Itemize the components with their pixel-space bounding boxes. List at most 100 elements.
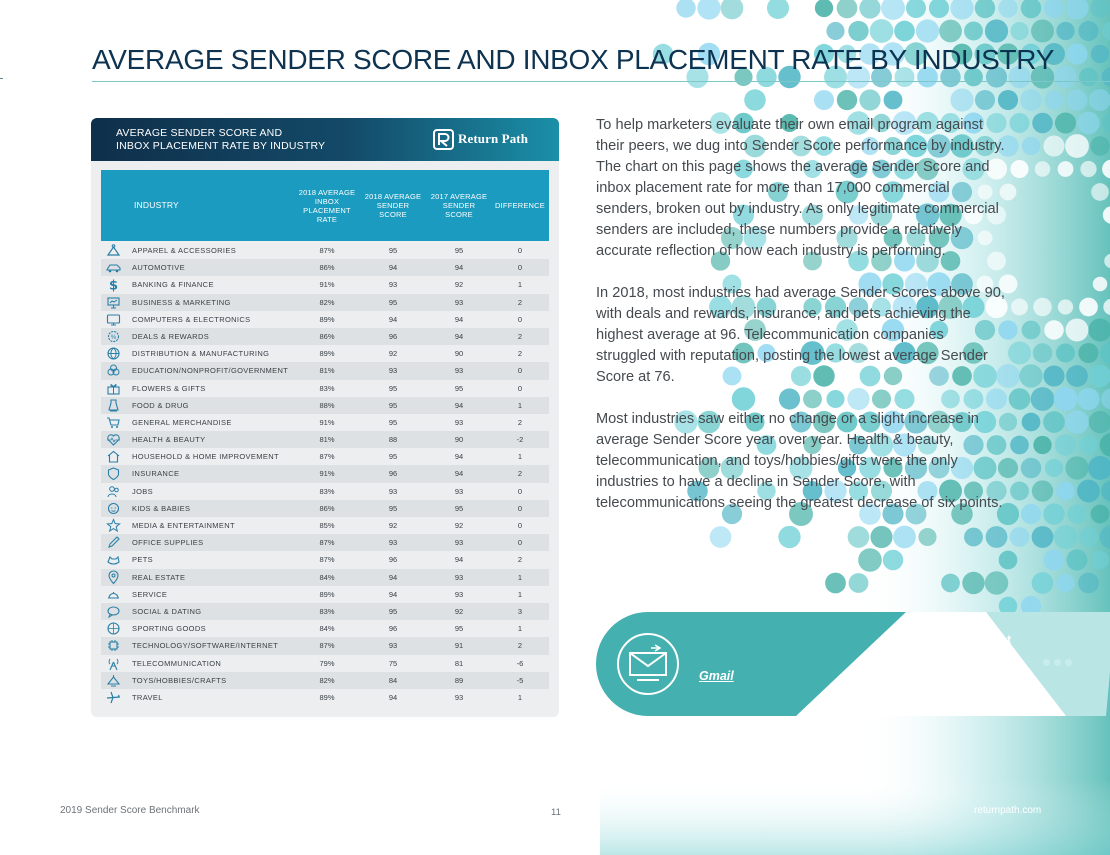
- sender-score-2017-cell: 92: [454, 280, 464, 290]
- inbox-placement-cell: 81%: [319, 366, 335, 376]
- background-dot: [813, 89, 835, 111]
- background-dot: [846, 65, 871, 89]
- background-dot: [1088, 318, 1110, 342]
- svg-text:%: %: [111, 335, 117, 341]
- background-dot: [1019, 364, 1043, 388]
- inbox-placement-cell: 91%: [319, 417, 335, 427]
- difference-cell: 1: [517, 572, 523, 582]
- difference-cell: -5: [516, 675, 524, 685]
- background-dot: [757, 343, 776, 363]
- sender-score-2017-cell: 92: [454, 521, 464, 530]
- background-dot: [951, 411, 973, 433]
- card-title-line-2: INBOX PLACEMENT RATE BY INDUSTRY: [116, 140, 326, 152]
- background-dot: [802, 481, 823, 501]
- footer-website-link[interactable]: returnpath.com: [974, 805, 1042, 816]
- background-dot: [883, 458, 903, 478]
- table-row: TELECOMMUNICATION 79% 75 81 -6: [101, 655, 549, 672]
- background-dot: [1065, 0, 1089, 20]
- background-dot: [872, 297, 891, 317]
- sender-score-2018-cell: 95: [388, 452, 398, 462]
- background-dot: [964, 481, 983, 501]
- background-dot: [893, 250, 916, 272]
- background-dot: [881, 318, 905, 342]
- background-dot: [939, 19, 962, 43]
- background-dot: [1091, 183, 1109, 201]
- table-row: MEDIA & ENTERTAINMENT 85% 92 92 0: [101, 517, 549, 534]
- background-dot: [1065, 410, 1089, 434]
- body-text: To help marketers evaluate their own ema…: [596, 115, 1006, 535]
- background-dot: [906, 228, 926, 248]
- background-dot: [1088, 410, 1110, 434]
- background-dot: [676, 0, 696, 18]
- gift-icon: [106, 381, 121, 396]
- background-dot: [849, 435, 868, 455]
- paragraph-year-over-year: Most industries saw either no change or …: [596, 411, 1003, 511]
- background-dot: [731, 387, 756, 411]
- background-dot: [985, 295, 1008, 319]
- background-dot: [962, 112, 985, 134]
- inbox-placement-cell: 86%: [319, 503, 335, 513]
- background-dot: [998, 274, 1018, 294]
- background-dot: [1032, 343, 1053, 363]
- difference-cell: -6: [516, 658, 524, 668]
- column-header-2017-sender-score: 2017 AVERAGE SENDER SCORE: [430, 192, 488, 219]
- background-dot: [870, 204, 893, 226]
- chat-bubble-icon: [106, 604, 121, 619]
- sender-score-2017-cell: 90: [454, 349, 464, 359]
- background-dot: [870, 525, 893, 549]
- background-dot: [825, 343, 846, 363]
- industry-table-card: AVERAGE SENDER SCORE AND INBOX PLACEMENT…: [91, 118, 559, 717]
- background-dot: [836, 89, 858, 111]
- footer-report-title: 2019 Sender Score Benchmark: [60, 805, 200, 816]
- table-body: APPAREL & ACCESSORIES 87% 95 95 0 AUTOMOTIVE 8…: [101, 242, 549, 706]
- difference-cell: 2: [517, 555, 523, 565]
- background-dot: [1077, 387, 1100, 411]
- background-dot: [686, 65, 709, 89]
- more-dots-icon[interactable]: [1043, 659, 1077, 669]
- background-dot: [941, 389, 960, 409]
- chip-icon: [106, 638, 121, 653]
- sender-score-2017-cell: 91: [454, 641, 464, 651]
- promo-banner-link[interactable]: Gmail: [699, 669, 734, 683]
- background-dot: [962, 157, 985, 181]
- sender-score-2018-cell: 92: [388, 521, 398, 530]
- background-dot: [826, 389, 845, 409]
- industry-name-cell: TELECOMMUNICATION: [132, 658, 222, 668]
- background-dot: [973, 364, 997, 388]
- background-dot: [731, 295, 756, 319]
- background-dot: [674, 410, 698, 434]
- background-dot: [1031, 480, 1054, 502]
- background-dot: [1078, 572, 1099, 594]
- background-dot: [1090, 504, 1110, 524]
- background-dot: [722, 274, 742, 294]
- table-row: BUSINESS & MARKETING 82% 95 93 2: [101, 293, 549, 311]
- industry-name-cell: KIDS & BABIES: [132, 503, 191, 513]
- background-dot: [778, 388, 801, 410]
- background-dot: [927, 134, 951, 158]
- industry-name-cell: EDUCATION/NONPROFIT/GOVERNMENT: [132, 366, 289, 376]
- industry-name-cell: REAL ESTATE: [132, 572, 186, 582]
- inbox-placement-cell: 86%: [319, 331, 335, 341]
- industry-name-cell: GENERAL MERCHANDISE: [132, 417, 232, 427]
- background-dot: [916, 341, 939, 365]
- background-dot: [1053, 525, 1078, 549]
- promo-banner[interactable]: [596, 612, 1110, 716]
- table-row: OFFICE SUPPLIES 87% 93 93 0: [101, 534, 549, 552]
- industry-name-cell: FOOD & DRUG: [132, 400, 189, 410]
- background-dot: [803, 251, 822, 271]
- background-dot: [974, 135, 996, 157]
- background-dot: [929, 320, 949, 340]
- difference-cell: 0: [517, 538, 523, 548]
- sender-score-2018-cell: 84: [388, 675, 398, 685]
- background-dot: [1031, 526, 1054, 548]
- background-dot: [744, 319, 766, 341]
- title-divider: [92, 81, 1110, 82]
- paragraph-intro: To help marketers evaluate their own ema…: [596, 117, 1005, 259]
- background-dot: [962, 295, 985, 319]
- table-row: % DEALS & REWARDS 86% 96 94 2: [101, 327, 549, 346]
- background-dot: [859, 457, 881, 479]
- background-dot: [962, 342, 985, 364]
- card-title: AVERAGE SENDER SCORE AND INBOX PLACEMENT…: [116, 127, 366, 153]
- cart-icon: [106, 415, 121, 430]
- promo-banner-shape: [596, 612, 1110, 716]
